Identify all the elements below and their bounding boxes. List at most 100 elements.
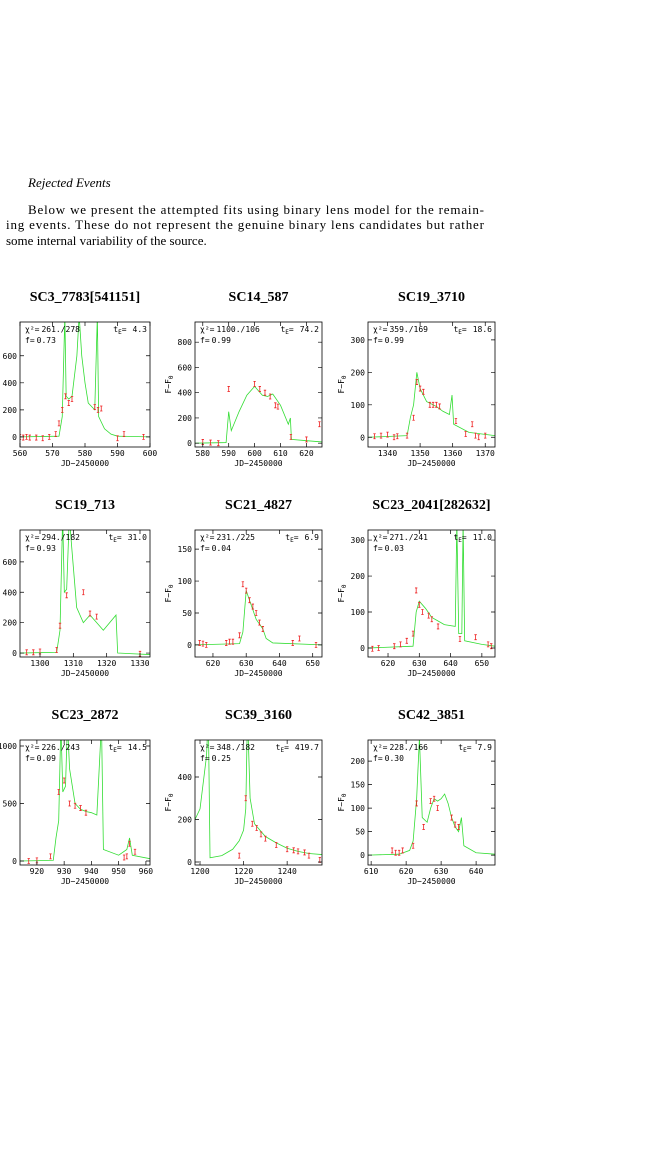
y-tick-label: 500 bbox=[3, 799, 18, 808]
x-tick-label: 1320 bbox=[97, 659, 116, 668]
te-eq: = bbox=[122, 325, 127, 334]
te-sub: E bbox=[280, 747, 284, 754]
data-point bbox=[254, 610, 258, 616]
te-eq: = bbox=[294, 533, 299, 542]
y-label-sub: 0 bbox=[341, 584, 348, 588]
x-axis-label: JD−2450000 bbox=[407, 669, 455, 678]
x-tick-label: 1370 bbox=[476, 449, 495, 458]
x-tick-label: 590 bbox=[110, 449, 125, 458]
x-axis-label: JD−2450000 bbox=[234, 877, 282, 886]
data-point bbox=[418, 385, 422, 392]
y-tick-label: 100 bbox=[351, 401, 366, 410]
x-tick-label: 560 bbox=[13, 449, 28, 458]
data-point bbox=[275, 842, 278, 848]
data-point bbox=[405, 637, 408, 644]
data-point bbox=[268, 393, 272, 400]
chi2-label: χ²= bbox=[200, 325, 215, 334]
plot-frame bbox=[367, 529, 496, 658]
x-tick-label: 640 bbox=[443, 659, 458, 668]
te-label: t bbox=[108, 533, 113, 542]
data-point bbox=[430, 616, 434, 623]
model-curve bbox=[20, 322, 150, 438]
plot-title: SC23_2041[282632] bbox=[372, 498, 490, 513]
data-point bbox=[392, 434, 396, 441]
x-tick-label: 940 bbox=[84, 867, 99, 876]
data-point bbox=[421, 609, 424, 615]
data-point bbox=[209, 439, 212, 446]
data-point bbox=[289, 433, 293, 440]
chi2-value: 348./182 bbox=[216, 743, 255, 752]
plot-title: SC14_587 bbox=[229, 290, 289, 305]
plot-frame bbox=[194, 321, 323, 448]
data-point bbox=[393, 643, 396, 650]
te-value: 31.0 bbox=[128, 533, 147, 542]
data-point bbox=[264, 835, 267, 842]
te-value: 18.6 bbox=[473, 325, 492, 334]
data-point bbox=[415, 379, 419, 385]
data-point bbox=[401, 847, 404, 854]
data-point bbox=[67, 400, 70, 406]
data-point bbox=[253, 380, 256, 387]
data-point bbox=[394, 849, 397, 856]
data-point bbox=[32, 649, 35, 656]
te-eq: = bbox=[117, 743, 122, 752]
f-label: f= bbox=[25, 544, 35, 553]
y-tick-label: 0 bbox=[360, 433, 365, 442]
y-tick-label: 200 bbox=[178, 816, 193, 825]
te-sub: E bbox=[113, 747, 117, 754]
data-point bbox=[62, 777, 66, 784]
x-tick-label: 1240 bbox=[278, 867, 297, 876]
plot-frame bbox=[194, 739, 323, 866]
f-value: 0.03 bbox=[385, 544, 404, 553]
chi2-annotation: χ²= 261./278 bbox=[25, 325, 80, 334]
chi2-annotation: χ²= 1100./106 bbox=[200, 325, 260, 334]
data-point bbox=[258, 386, 261, 392]
y-tick-label: 400 bbox=[3, 379, 18, 388]
model-curve bbox=[368, 740, 495, 856]
te-sub: E bbox=[113, 537, 117, 544]
y-label-main: F−F bbox=[164, 797, 173, 812]
data-point bbox=[296, 848, 300, 855]
data-point bbox=[122, 854, 126, 861]
x-axis-label: JD−2450000 bbox=[234, 459, 282, 468]
data-point bbox=[422, 824, 425, 830]
chi2-value: 226./243 bbox=[41, 743, 80, 752]
f-value: 0.99 bbox=[212, 336, 231, 345]
data-point bbox=[292, 847, 295, 854]
te-annotation: tE= 11.0 bbox=[453, 533, 492, 544]
data-point bbox=[373, 433, 376, 440]
model-curve bbox=[368, 372, 495, 438]
data-point bbox=[55, 647, 58, 653]
te-label: t bbox=[280, 325, 285, 334]
f-annotation: f= 0.30 bbox=[373, 754, 404, 763]
data-point bbox=[41, 435, 44, 442]
te-value: 11.0 bbox=[473, 533, 492, 542]
y-tick-label: 600 bbox=[3, 558, 18, 567]
data-point bbox=[274, 402, 277, 409]
f-value: 0.25 bbox=[212, 754, 231, 763]
chi2-label: χ²= bbox=[200, 533, 215, 542]
f-annotation: f= 0.99 bbox=[200, 336, 231, 345]
y-label-main: F−F bbox=[337, 797, 346, 812]
model-curve bbox=[195, 590, 322, 646]
data-point bbox=[205, 641, 208, 648]
x-tick-label: 1350 bbox=[410, 449, 429, 458]
te-annotation: tE= 6.9 bbox=[285, 533, 319, 544]
data-point bbox=[244, 587, 248, 594]
f-annotation: f= 0.25 bbox=[200, 754, 231, 763]
y-tick-label: 300 bbox=[351, 336, 366, 345]
data-point bbox=[464, 431, 467, 437]
data-point bbox=[100, 405, 103, 412]
data-point bbox=[318, 856, 322, 863]
data-point bbox=[122, 431, 126, 438]
chi2-label: χ²= bbox=[373, 533, 388, 542]
te-eq: = bbox=[467, 743, 472, 752]
data-point bbox=[35, 434, 38, 441]
y-axis-label: F−F0 bbox=[164, 375, 175, 393]
te-annotation: tE= 419.7 bbox=[276, 743, 320, 754]
f-label: f= bbox=[373, 754, 383, 763]
x-tick-label: 610 bbox=[273, 449, 288, 458]
y-tick-label: 400 bbox=[178, 389, 193, 398]
data-point bbox=[201, 640, 205, 647]
y-tick-label: 300 bbox=[351, 536, 366, 545]
